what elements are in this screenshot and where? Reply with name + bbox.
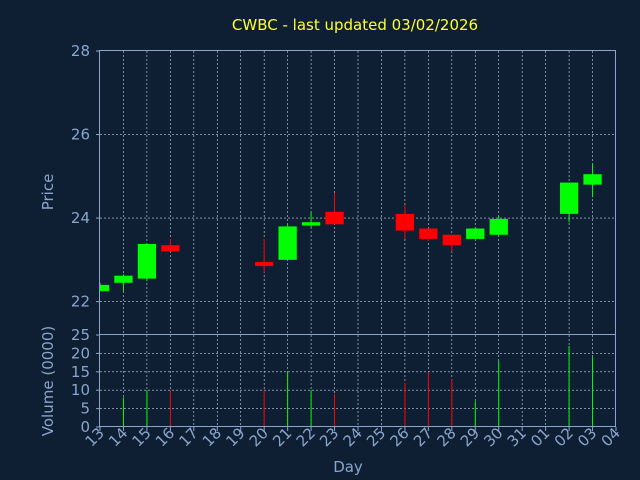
x-tick-label: 15 — [129, 424, 155, 450]
price-y-tick-label: 28 — [71, 42, 90, 60]
volume-y-tick-label: 25 — [71, 326, 90, 344]
candle-body — [419, 228, 438, 239]
candle-body — [301, 222, 321, 226]
candle-body — [559, 182, 579, 214]
candle-body — [114, 275, 133, 283]
candles — [99, 163, 602, 292]
x-tick-label: 21 — [269, 424, 295, 450]
x-tick-label: 30 — [480, 424, 506, 450]
volume-bars — [122, 346, 594, 427]
candle-body — [466, 228, 485, 239]
x-tick-label: 01 — [527, 424, 553, 450]
volume-y-tick-label: 15 — [71, 363, 90, 381]
x-ticks: 1314151617181920212223242526272829303101… — [82, 424, 624, 450]
candle-body — [583, 174, 602, 185]
x-tick-label: 04 — [598, 424, 624, 450]
price-panel-frame — [99, 50, 616, 335]
price-grid — [100, 51, 616, 335]
x-tick-label: 03 — [574, 424, 600, 450]
candle-body — [489, 218, 508, 235]
x-axis-label: Day — [333, 458, 363, 476]
x-tick-label: 20 — [246, 424, 272, 450]
price-y-tick-label: 22 — [71, 293, 90, 311]
candle-body — [161, 245, 180, 252]
x-tick-label: 27 — [410, 424, 436, 450]
price-y-tick-label: 24 — [71, 209, 90, 227]
price-y-ticks: 22 24 26 28 — [71, 42, 100, 311]
candle-body — [442, 234, 461, 246]
x-tick-label: 29 — [457, 424, 483, 450]
price-axis-label: Price — [39, 174, 57, 211]
volume-y-tick-label: 5 — [80, 400, 90, 418]
x-tick-label: 16 — [152, 424, 178, 450]
x-tick-label: 23 — [316, 424, 342, 450]
x-tick-label: 26 — [387, 424, 413, 450]
candle-body — [255, 261, 274, 267]
candle-body — [100, 284, 110, 292]
candle-body — [278, 226, 297, 260]
volume-y-tick-label: 10 — [71, 381, 90, 399]
x-tick-label: 18 — [199, 424, 225, 450]
x-tick-label: 24 — [340, 424, 366, 450]
candle-body — [325, 211, 344, 225]
price-y-tick-label: 26 — [71, 126, 90, 144]
x-tick-label: 31 — [504, 424, 530, 450]
candle-body — [137, 243, 157, 279]
volume-panel-frame — [99, 334, 616, 427]
candle-body — [395, 213, 415, 231]
x-tick-label: 02 — [551, 424, 577, 450]
x-tick-label: 22 — [293, 424, 319, 450]
x-tick-label: 17 — [175, 424, 201, 450]
x-tick-label: 25 — [363, 424, 389, 450]
x-tick-label: 28 — [433, 424, 459, 450]
chart-title: CWBC - last updated 03/02/2026 — [232, 16, 478, 34]
x-tick-label: 19 — [222, 424, 248, 450]
volume-grid — [100, 335, 616, 427]
volume-y-tick-label: 0 — [80, 418, 90, 436]
volume-y-tick-label: 20 — [71, 344, 90, 362]
volume-axis-label: Volume (0000) — [39, 326, 57, 436]
x-tick-label: 14 — [105, 424, 131, 450]
